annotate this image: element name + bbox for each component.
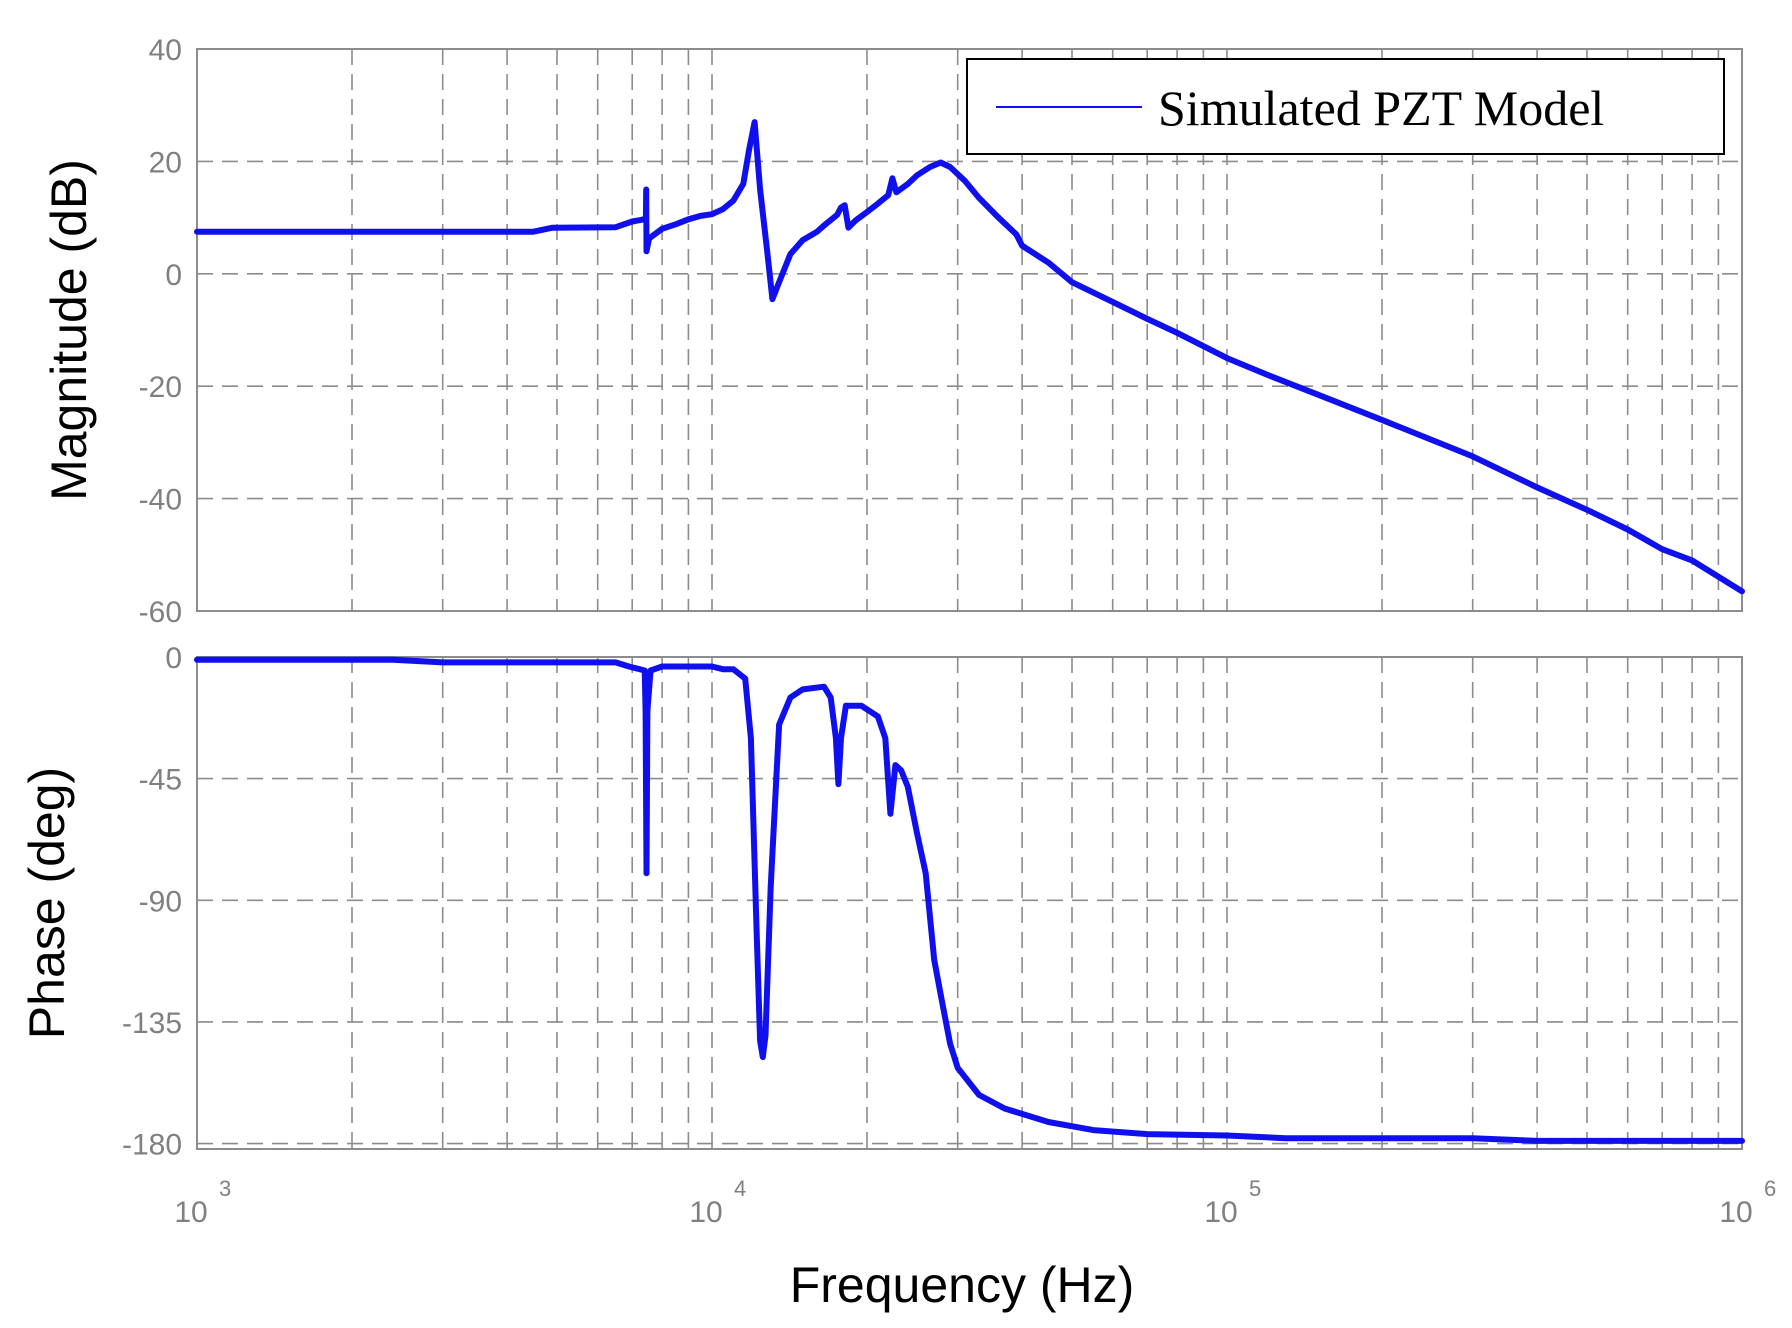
phase-axis-label: Phase (deg) (19, 767, 75, 1039)
magnitude-y-tick-labels: 40 20 0 -20 -40 -60 (139, 34, 182, 629)
x-tick-label: 10 (174, 1196, 207, 1229)
phase-y-tick-label: 0 (165, 642, 182, 675)
magnitude-axis-label: Magnitude (dB) (41, 159, 97, 501)
magnitude-series-line (194, 119, 1745, 595)
phase-y-tick-label: -90 (139, 885, 182, 918)
magnitude-y-tick-label: 0 (165, 259, 182, 292)
x-tick-exponent: 3 (219, 1176, 231, 1201)
legend-entry-label: Simulated PZT Model (1158, 80, 1604, 136)
phase-y-tick-label: -180 (122, 1129, 182, 1162)
x-tick-label: 10 (689, 1196, 722, 1229)
x-tick-labels: 10 3 10 4 10 5 10 6 (174, 1176, 1776, 1229)
phase-axes-box (196, 656, 1743, 1150)
phase-panel: 0 -45 -90 -135 -180 Phase (deg) (19, 642, 1745, 1162)
magnitude-panel: 40 20 0 -20 -40 -60 Magnitude (dB) (41, 34, 1745, 629)
magnitude-axes-box (196, 48, 1743, 612)
legend: Simulated PZT Model (966, 58, 1725, 155)
magnitude-y-tick-label: -20 (139, 371, 182, 404)
magnitude-y-tick-label: 20 (149, 146, 182, 179)
x-tick-exponent: 6 (1764, 1176, 1776, 1201)
magnitude-y-tick-label: -40 (139, 484, 182, 517)
phase-grid (197, 657, 1742, 1149)
x-axis-label: Frequency (Hz) (790, 1257, 1135, 1313)
x-tick-exponent: 4 (734, 1176, 746, 1201)
phase-y-tick-labels: 0 -45 -90 -135 -180 (122, 642, 182, 1162)
x-tick-label: 10 (1719, 1196, 1752, 1229)
phase-series-line (194, 656, 1745, 1144)
phase-y-tick-label: -45 (139, 764, 182, 797)
phase-y-tick-label: -135 (122, 1007, 182, 1040)
x-tick-exponent: 5 (1249, 1176, 1261, 1201)
magnitude-y-tick-label: -60 (139, 596, 182, 629)
x-tick-label: 10 (1204, 1196, 1237, 1229)
magnitude-y-tick-label: 40 (149, 34, 182, 67)
